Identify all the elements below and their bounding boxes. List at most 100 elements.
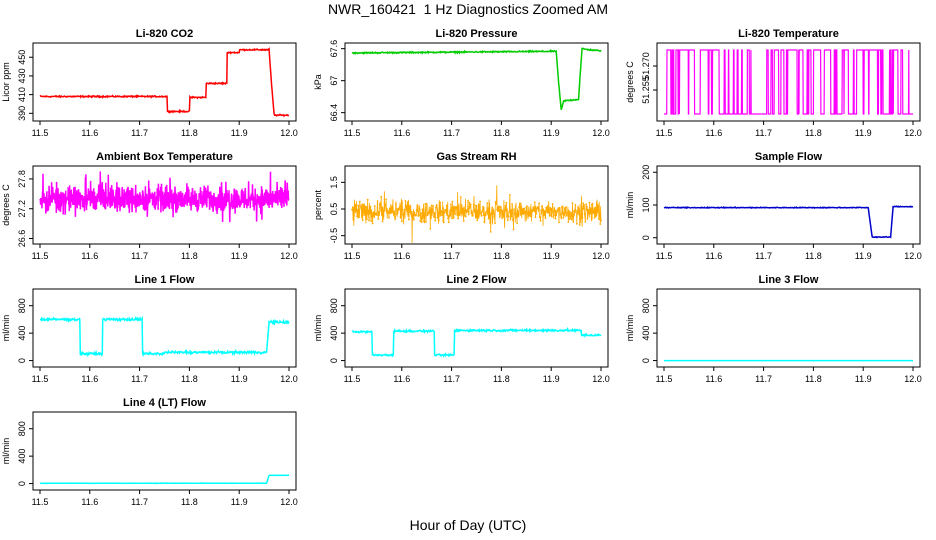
data-point bbox=[441, 214, 444, 216]
data-point bbox=[499, 206, 502, 209]
panel-10: Line 4 (LT) Flow ml/min 0 400 800 11.5 11.6 11.… bbox=[1, 397, 298, 507]
data-point bbox=[447, 221, 450, 224]
data-layer bbox=[351, 47, 602, 110]
data-point bbox=[492, 212, 495, 214]
data-layer bbox=[351, 326, 602, 358]
data-point bbox=[572, 221, 575, 223]
data-point bbox=[361, 219, 364, 222]
data-point bbox=[370, 220, 373, 223]
data-point bbox=[553, 214, 555, 217]
y-tick-label: -0.5 bbox=[329, 228, 339, 244]
x-tick-label: 11.6 bbox=[81, 251, 98, 261]
data-point bbox=[515, 216, 518, 219]
y-tick-label: 67 bbox=[329, 76, 339, 86]
x-tick-label: 11.9 bbox=[855, 128, 872, 138]
data-point bbox=[373, 215, 375, 217]
y-axis-label: ml/min bbox=[1, 315, 11, 342]
panel-title: Li-820 Pressure bbox=[436, 28, 518, 40]
data-point bbox=[598, 218, 600, 221]
data-point bbox=[486, 202, 489, 205]
panel-6: Sample Flow ml/min 0 100 200 11.5 11.6 11.7 11.8… bbox=[625, 151, 922, 261]
data-point bbox=[579, 221, 582, 224]
data-point bbox=[496, 206, 499, 209]
data-point bbox=[430, 204, 433, 207]
x-tick-label: 11.5 bbox=[344, 374, 361, 384]
data-point bbox=[418, 208, 421, 211]
data-point bbox=[440, 210, 443, 213]
data-point bbox=[494, 222, 496, 225]
data-point bbox=[575, 222, 578, 225]
data-point bbox=[381, 206, 383, 209]
x-tick-label: 11.5 bbox=[32, 251, 49, 261]
data-series-line bbox=[351, 47, 602, 110]
data-point bbox=[353, 206, 356, 208]
data-point bbox=[509, 217, 512, 220]
data-point bbox=[463, 214, 466, 217]
data-point bbox=[413, 211, 416, 214]
y-tick-label: 200 bbox=[641, 165, 651, 180]
x-tick-label: 11.6 bbox=[81, 374, 98, 384]
data-point bbox=[495, 202, 498, 204]
data-point bbox=[378, 213, 380, 216]
x-tick-label: 11.6 bbox=[393, 128, 410, 138]
data-point bbox=[464, 209, 466, 212]
data-point bbox=[485, 210, 488, 213]
data-point bbox=[467, 213, 470, 216]
data-point bbox=[404, 200, 407, 202]
data-point bbox=[547, 211, 550, 214]
data-point bbox=[529, 212, 531, 214]
data-point bbox=[582, 202, 585, 205]
y-tick-label: 800 bbox=[17, 421, 27, 436]
data-point bbox=[447, 217, 449, 220]
data-point bbox=[578, 224, 581, 226]
data-point bbox=[356, 214, 359, 217]
data-point bbox=[457, 206, 460, 209]
data-point bbox=[548, 208, 550, 211]
data-series-line bbox=[664, 49, 913, 115]
data-point bbox=[464, 215, 467, 218]
data-point bbox=[514, 205, 517, 208]
data-point bbox=[427, 213, 429, 216]
x-tick-label: 11.9 bbox=[543, 251, 560, 261]
data-point bbox=[450, 206, 453, 209]
data-point bbox=[408, 218, 410, 221]
x-tick-label: 12.0 bbox=[280, 374, 298, 384]
data-point bbox=[395, 203, 397, 206]
data-point bbox=[590, 209, 592, 212]
data-point bbox=[469, 206, 471, 209]
data-point bbox=[410, 210, 413, 213]
x-tick-label: 11.8 bbox=[181, 251, 198, 261]
y-tick-label: 450 bbox=[17, 50, 27, 65]
data-point bbox=[372, 211, 375, 214]
data-point bbox=[354, 203, 357, 206]
y-tick-label: 800 bbox=[329, 298, 339, 313]
x-tick-label: 11.6 bbox=[705, 128, 722, 138]
data-point bbox=[442, 220, 444, 222]
data-point bbox=[385, 198, 387, 201]
data-point bbox=[546, 211, 548, 213]
x-tick-label: 11.6 bbox=[393, 374, 410, 384]
data-point bbox=[533, 201, 536, 204]
x-tick-label: 11.9 bbox=[543, 128, 560, 138]
data-point bbox=[391, 207, 394, 210]
data-point bbox=[446, 213, 449, 216]
data-point bbox=[482, 205, 484, 208]
data-point bbox=[409, 211, 412, 214]
data-point bbox=[470, 211, 473, 214]
data-point bbox=[511, 219, 514, 222]
data-point bbox=[514, 212, 516, 215]
data-point bbox=[491, 206, 494, 209]
data-point bbox=[597, 204, 600, 207]
data-point bbox=[424, 203, 427, 205]
y-tick-label: 0 bbox=[641, 358, 651, 363]
data-point bbox=[380, 195, 383, 198]
data-point bbox=[568, 218, 570, 221]
x-tick-label: 12.0 bbox=[280, 128, 298, 138]
data-point bbox=[462, 207, 464, 210]
x-tick-label: 11.9 bbox=[543, 374, 560, 384]
data-point bbox=[415, 209, 418, 212]
data-point bbox=[388, 207, 391, 210]
x-tick-label: 11.6 bbox=[81, 497, 98, 507]
data-point bbox=[530, 213, 533, 216]
data-point bbox=[368, 210, 371, 213]
